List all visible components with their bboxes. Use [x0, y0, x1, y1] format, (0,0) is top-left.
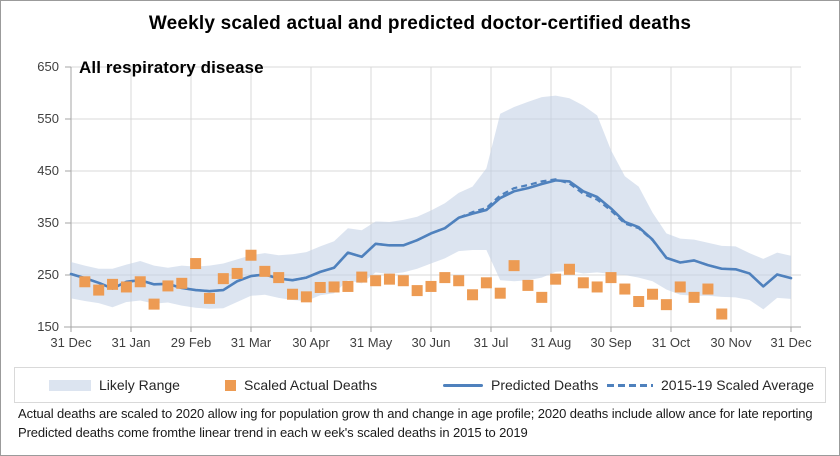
svg-text:550: 550	[37, 111, 59, 126]
dashed-line-swatch-icon	[607, 383, 653, 387]
legend-item-likely-range: Likely Range	[49, 368, 180, 402]
svg-text:31 Dec: 31 Dec	[50, 335, 92, 350]
svg-text:30 Nov: 30 Nov	[710, 335, 752, 350]
legend-label: Scaled Actual Deaths	[244, 377, 378, 393]
svg-text:31 Oct: 31 Oct	[652, 335, 691, 350]
legend: Likely Range Scaled Actual Deaths Predic…	[14, 367, 826, 403]
footnote-2: Predicted deaths come fromthe linear tre…	[18, 425, 528, 440]
legend-item-actual-deaths: Scaled Actual Deaths	[225, 368, 377, 402]
legend-label: 2015-19 Scaled Average	[661, 377, 815, 393]
svg-text:31 Mar: 31 Mar	[231, 335, 272, 350]
svg-text:29 Feb: 29 Feb	[171, 335, 211, 350]
svg-text:31 Dec: 31 Dec	[770, 335, 812, 350]
svg-text:150: 150	[37, 319, 59, 334]
legend-label: Likely Range	[99, 377, 180, 393]
legend-item-predicted-deaths: Predicted Deaths	[443, 368, 598, 402]
legend-label: Predicted Deaths	[491, 377, 599, 393]
axes: 150 250 350 450 550 650 31 Dec 31 Jan 29 Feb 31 M…	[37, 59, 812, 350]
svg-text:350: 350	[37, 215, 59, 230]
band-swatch-icon	[49, 379, 91, 391]
actual-death-points	[79, 249, 728, 320]
svg-text:250: 250	[37, 267, 59, 282]
predicted-line	[69, 179, 793, 293]
svg-text:650: 650	[37, 59, 59, 74]
svg-text:30 Sep: 30 Sep	[590, 335, 631, 350]
solid-line-swatch-icon	[443, 383, 483, 387]
svg-text:30 Apr: 30 Apr	[292, 335, 330, 350]
legend-item-scaled-average: 2015-19 Scaled Average	[607, 368, 814, 402]
svg-text:31 Jan: 31 Jan	[111, 335, 150, 350]
svg-text:31 Jul: 31 Jul	[474, 335, 509, 350]
chart-title: Weekly scaled actual and predicted docto…	[148, 13, 692, 34]
footnote-1: Actual deaths are scaled to 2020 allow i…	[18, 406, 813, 421]
svg-text:31 Aug: 31 Aug	[531, 335, 572, 350]
svg-text:31 May: 31 May	[350, 335, 393, 350]
square-marker-icon	[225, 379, 236, 391]
svg-text:450: 450	[37, 163, 59, 178]
svg-text:30 Jun: 30 Jun	[411, 335, 450, 350]
respiratory-annotation: All respiratory disease	[79, 58, 264, 77]
